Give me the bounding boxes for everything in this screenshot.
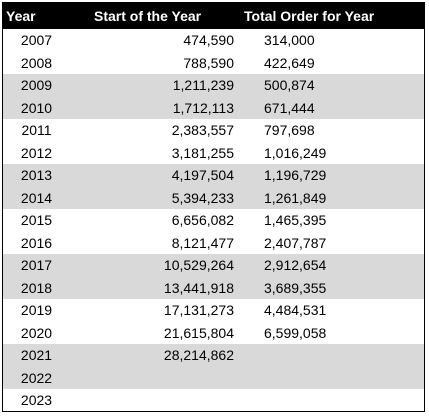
year-cell: 2007 xyxy=(20,32,53,49)
year-cell: 2011 xyxy=(21,122,52,139)
year-cell: 2019 xyxy=(20,302,53,319)
start-of-year-cell: 1,211,239 xyxy=(172,77,234,94)
start-of-year-cell: 13,441,918 xyxy=(163,279,234,296)
start-of-year-cell: 5,394,233 xyxy=(171,189,234,206)
table-row: 2009 1,211,239 500,874 xyxy=(3,74,424,97)
total-order-cell xyxy=(234,344,424,367)
table-row: 2015 6,656,082 1,465,395 xyxy=(3,209,424,232)
start-of-year-cell: 1,712,113 xyxy=(172,99,234,116)
table-row: 2017 10,529,264 2,912,654 xyxy=(3,254,424,277)
total-order-cell: 671,444 xyxy=(264,99,315,116)
start-of-year-cell: 6,656,082 xyxy=(171,212,234,229)
table-row: 2020 21,615,804 6,599,058 xyxy=(3,322,424,345)
total-order-cell: 4,484,531 xyxy=(264,302,327,319)
start-of-year-cell: 2,383,557 xyxy=(171,122,234,139)
header-row: Year Start of the Year Total Order for Y… xyxy=(3,3,424,29)
year-cell: 2012 xyxy=(20,144,53,161)
table-row: 2016 8,121,477 2,407,787 xyxy=(3,232,424,255)
year-cell: 2020 xyxy=(20,324,53,341)
year-cell: 2016 xyxy=(20,234,53,251)
table-row: 2023 xyxy=(3,389,424,412)
year-cell: 2013 xyxy=(20,167,53,184)
start-of-year-cell: 788,590 xyxy=(183,54,234,71)
start-of-year-cell: 4,197,504 xyxy=(171,167,234,184)
start-of-year-cell: 474,590 xyxy=(183,32,234,49)
table-row: 2008 788,590 422,649 xyxy=(3,52,424,75)
total-order-cell: 6,599,058 xyxy=(264,324,327,341)
start-of-year-cell xyxy=(76,389,234,412)
table-row: 2021 28,214,862 xyxy=(3,344,424,367)
total-order-cell: 314,000 xyxy=(264,32,315,49)
total-order-cell: 797,698 xyxy=(264,122,315,139)
orders-table: Year Start of the Year Total Order for Y… xyxy=(3,3,424,412)
year-cell: 2010 xyxy=(20,99,53,116)
year-cell: 2009 xyxy=(20,77,53,94)
total-order-cell: 422,649 xyxy=(264,54,315,71)
total-order-cell xyxy=(234,389,424,412)
start-of-year-cell: 21,615,804 xyxy=(163,324,234,341)
table-row: 2007 474,590 314,000 xyxy=(3,29,424,52)
year-cell: 2017 xyxy=(20,257,53,274)
table-row: 2010 1,712,113 671,444 xyxy=(3,96,424,119)
year-cell: 2015 xyxy=(20,212,53,229)
table-row: 2014 5,394,233 1,261,849 xyxy=(3,186,424,209)
table-row: 2019 17,131,273 4,484,531 xyxy=(3,299,424,322)
table-row: 2022 xyxy=(3,366,424,390)
year-cell: 2014 xyxy=(20,189,53,206)
year-cell: 2018 xyxy=(20,279,53,296)
total-order-cell: 500,874 xyxy=(264,77,315,94)
total-order-cell: 1,196,729 xyxy=(264,167,327,184)
data-table-sheet: Year Start of the Year Total Order for Y… xyxy=(2,2,425,412)
total-order-cell: 1,465,395 xyxy=(264,212,327,229)
start-of-year-cell: 17,131,273 xyxy=(163,302,234,319)
total-order-cell: 3,689,355 xyxy=(264,279,327,296)
start-of-year-cell: 10,529,264 xyxy=(163,257,234,274)
year-cell: 2021 xyxy=(20,347,53,364)
year-cell: 2022 xyxy=(20,369,53,386)
total-order-cell: 2,407,787 xyxy=(264,234,327,251)
table-row: 2013 4,197,504 1,196,729 xyxy=(3,164,424,187)
total-order-cell xyxy=(234,367,424,390)
header-year: Year xyxy=(6,8,36,24)
table-body: 2007 474,590 314,000 2008 788,590 422,649 2009… xyxy=(3,29,424,412)
header-total-order: Total Order for Year xyxy=(244,8,375,24)
table-row: 2011 2,383,557 797,698 xyxy=(3,119,424,142)
start-of-year-cell: 3,181,255 xyxy=(171,144,234,161)
table-row: 2018 13,441,918 3,689,355 xyxy=(3,276,424,299)
total-order-cell: 2,912,654 xyxy=(264,257,327,274)
year-cell: 2008 xyxy=(20,54,53,71)
start-of-year-cell: 8,121,477 xyxy=(171,234,234,251)
header-start-of-year: Start of the Year xyxy=(94,8,202,24)
total-order-cell: 1,261,849 xyxy=(264,189,327,206)
start-of-year-cell xyxy=(76,367,234,390)
table-row: 2012 3,181,255 1,016,249 xyxy=(3,142,424,165)
total-order-cell: 1,016,249 xyxy=(264,144,327,161)
start-of-year-cell: 28,214,862 xyxy=(163,347,234,364)
year-cell: 2023 xyxy=(20,392,53,409)
